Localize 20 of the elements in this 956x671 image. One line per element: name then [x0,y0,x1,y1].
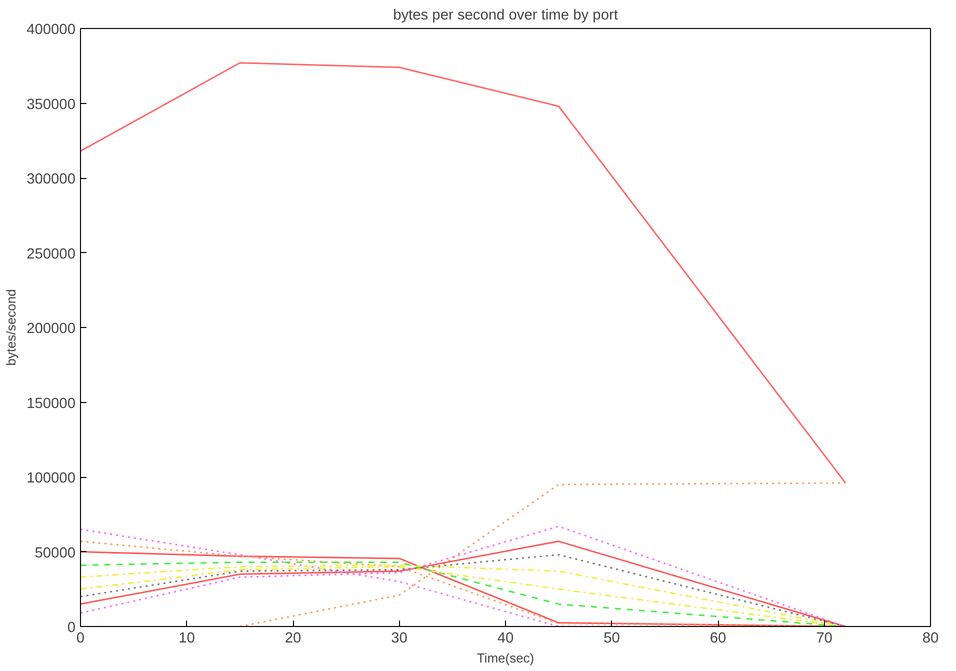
y-tick-label: 400000 [26,22,76,38]
y-tick-label: 350000 [26,96,76,113]
y-tick-label: 250000 [26,246,76,262]
y-tick-label: 100000 [26,470,76,486]
x-tick-label: 30 [391,630,408,646]
x-tick-label: 60 [710,630,726,646]
x-tick-label: 10 [178,630,195,646]
y-tick-label: 200000 [26,321,76,337]
x-tick-label: 20 [284,630,302,646]
y-tick-label: 300000 [26,172,76,188]
y-tick-label: 50000 [34,545,76,562]
x-axis-title: Time(sec) [476,650,534,666]
chart-title: bytes per second over time by port [393,8,618,24]
x-tick-label: 40 [497,630,514,646]
x-tick-label: 70 [816,630,832,646]
x-tick-label: 80 [922,630,939,646]
y-tick-label: 0 [67,620,76,636]
y-tick-label: 150000 [26,396,76,412]
x-tick-label: 50 [604,630,620,646]
y-axis-title: bytes/second [4,289,19,366]
